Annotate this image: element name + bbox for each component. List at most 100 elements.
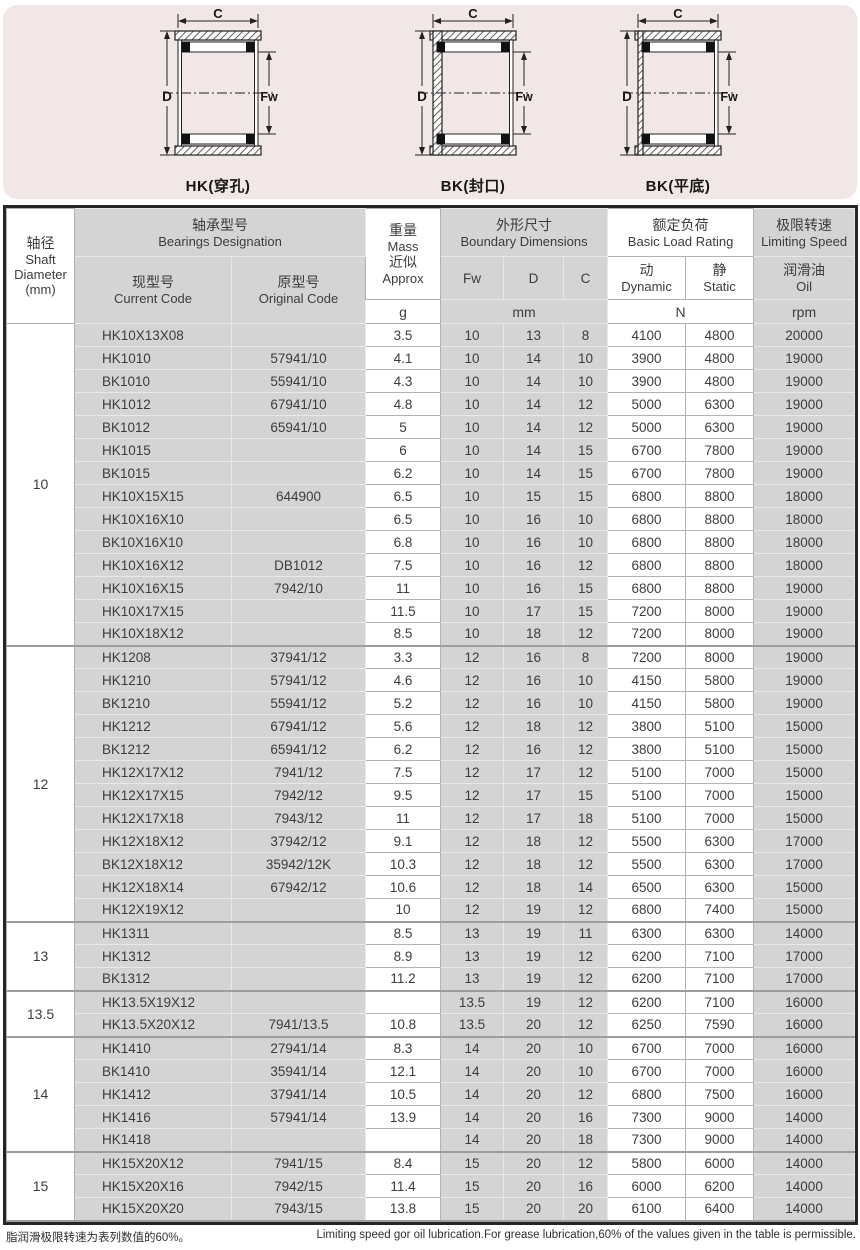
fw-cell: 12 xyxy=(440,760,505,784)
original-code-cell xyxy=(230,944,367,968)
header-shaft-en1: Shaft xyxy=(25,252,56,267)
header-mass-en2: Approx xyxy=(382,271,424,286)
mass-cell: 4.3 xyxy=(365,369,442,393)
c-cell: 15 xyxy=(563,576,609,600)
header-shaft-zh: 轴径 xyxy=(26,235,55,251)
table-row: HK10X18X12 8.5 10 18 12 7200 8000 19000 xyxy=(7,622,856,647)
original-code-cell: 35942/12K xyxy=(230,852,367,876)
static-load-cell: 9000 xyxy=(685,1128,755,1153)
mass-cell xyxy=(365,1128,442,1153)
shaft-diameter-cell: 14 xyxy=(6,1036,75,1153)
d-cell: 20 xyxy=(503,1036,565,1060)
c-cell: 20 xyxy=(563,1197,609,1222)
diagram-label-bk-closed: BK(封口) xyxy=(440,178,506,195)
c-cell: 12 xyxy=(563,1082,609,1106)
oil-speed-cell: 15000 xyxy=(753,760,856,784)
dynamic-load-cell: 6200 xyxy=(607,944,687,968)
oil-speed-cell: 19000 xyxy=(753,438,856,462)
current-code-cell: HK12X17X18 xyxy=(74,806,232,830)
d-cell: 19 xyxy=(503,921,565,945)
d-cell: 20 xyxy=(503,1059,565,1083)
c-cell: 16 xyxy=(563,1174,609,1198)
fw-cell: 12 xyxy=(440,783,505,807)
static-load-cell: 7800 xyxy=(685,438,755,462)
oil-speed-cell: 15000 xyxy=(753,875,856,899)
svg-text:Fw: Fw xyxy=(260,90,278,104)
fw-cell: 10 xyxy=(440,323,505,347)
c-cell: 10 xyxy=(563,346,609,370)
table-row: HK12X17X15 7942/12 9.5 12 17 15 5100 7000 15000 xyxy=(7,783,856,807)
header-basic-load-rating: 额定负荷 Basic Load Rating xyxy=(607,208,755,257)
table-row: HK1418 14 20 18 7300 9000 14000 xyxy=(7,1128,856,1153)
table-row: HK1015 6 10 14 15 6700 7800 19000 xyxy=(7,438,856,462)
oil-speed-cell: 18000 xyxy=(753,507,856,531)
header-static-zh: 静 xyxy=(712,262,727,278)
d-cell: 16 xyxy=(503,645,565,669)
current-code-cell: HK10X15X15 xyxy=(74,484,232,508)
d-cell: 20 xyxy=(503,1082,565,1106)
fw-cell: 15 xyxy=(440,1151,505,1175)
header-load-en: Basic Load Rating xyxy=(627,233,734,249)
fw-cell: 14 xyxy=(440,1105,505,1129)
current-code-cell: HK10X17X15 xyxy=(74,599,232,623)
d-cell: 20 xyxy=(503,1174,565,1198)
d-cell: 15 xyxy=(503,484,565,508)
mass-cell: 4.8 xyxy=(365,392,442,416)
current-code-cell: BK1015 xyxy=(74,461,232,485)
current-code-cell: BK12X18X12 xyxy=(74,852,232,876)
fw-cell: 13 xyxy=(440,944,505,968)
bearing-cross-section-drawing: C D Fw xyxy=(583,6,773,177)
dynamic-load-cell: 4150 xyxy=(607,668,687,692)
current-code-cell: HK15X20X16 xyxy=(74,1174,232,1198)
diagram-bk-closed-end: C D Fw BK(封口) xyxy=(378,6,568,196)
dynamic-load-cell: 6200 xyxy=(607,990,687,1014)
table-row: HK1010 57941/10 4.1 10 14 10 3900 4800 19000 xyxy=(7,346,856,370)
static-load-cell: 6400 xyxy=(685,1197,755,1222)
dynamic-load-cell: 6100 xyxy=(607,1197,687,1222)
d-cell: 17 xyxy=(503,783,565,807)
static-load-cell: 5100 xyxy=(685,714,755,738)
fw-cell: 10 xyxy=(440,576,505,600)
table-row: BK1010 55941/10 4.3 10 14 10 3900 4800 19000 xyxy=(7,369,856,393)
c-cell: 12 xyxy=(563,737,609,761)
original-code-cell: 65941/12 xyxy=(230,737,367,761)
header-current-zh: 现型号 xyxy=(132,274,174,290)
fw-cell: 15 xyxy=(440,1174,505,1198)
d-cell: 16 xyxy=(503,576,565,600)
mass-cell: 13.9 xyxy=(365,1105,442,1129)
current-code-cell: HK1416 xyxy=(74,1105,232,1129)
c-cell: 12 xyxy=(563,898,609,923)
fw-cell: 13.5 xyxy=(440,1013,505,1038)
table-body: 10 HK10X13X08 3.5 10 13 8 4100 4800 20000 HK1010 5… xyxy=(6,323,856,1222)
table-row: BK1012 65941/10 5 10 14 12 5000 6300 19000 xyxy=(7,415,856,439)
dynamic-load-cell: 7200 xyxy=(607,622,687,647)
oil-speed-cell: 17000 xyxy=(753,829,856,853)
header-designation-en: Bearings Designation xyxy=(158,233,282,249)
header-oil-en: Oil xyxy=(796,279,812,294)
oil-speed-cell: 14000 xyxy=(753,1174,856,1198)
table-row: BK1312 11.2 13 19 12 6200 7100 17000 xyxy=(7,967,856,992)
dynamic-load-cell: 5100 xyxy=(607,806,687,830)
static-load-cell: 4800 xyxy=(685,323,755,347)
c-cell: 15 xyxy=(563,461,609,485)
static-load-cell: 7000 xyxy=(685,1036,755,1060)
mass-cell: 3.3 xyxy=(365,645,442,669)
header-fw: Fw xyxy=(440,256,505,300)
original-code-cell xyxy=(230,1128,367,1153)
diagram-label-hk: HK(穿孔) xyxy=(185,178,251,195)
dynamic-load-cell: 6700 xyxy=(607,1036,687,1060)
svg-text:Fw: Fw xyxy=(515,90,533,104)
dynamic-load-cell: 3800 xyxy=(607,737,687,761)
original-code-cell: 27941/14 xyxy=(230,1036,367,1060)
dynamic-load-cell: 5000 xyxy=(607,415,687,439)
dynamic-load-cell: 6700 xyxy=(607,438,687,462)
shaft-diameter-cell: 12 xyxy=(6,645,75,923)
fw-cell: 10 xyxy=(440,346,505,370)
oil-speed-cell: 19000 xyxy=(753,369,856,393)
c-cell: 15 xyxy=(563,484,609,508)
table-row: HK13.5X20X12 7941/13.5 10.8 13.5 20 12 6250 759… xyxy=(7,1013,856,1038)
current-code-cell: BK1312 xyxy=(74,967,232,992)
mass-cell: 10.5 xyxy=(365,1082,442,1106)
mass-cell: 10.8 xyxy=(365,1013,442,1038)
c-cell: 12 xyxy=(563,553,609,577)
